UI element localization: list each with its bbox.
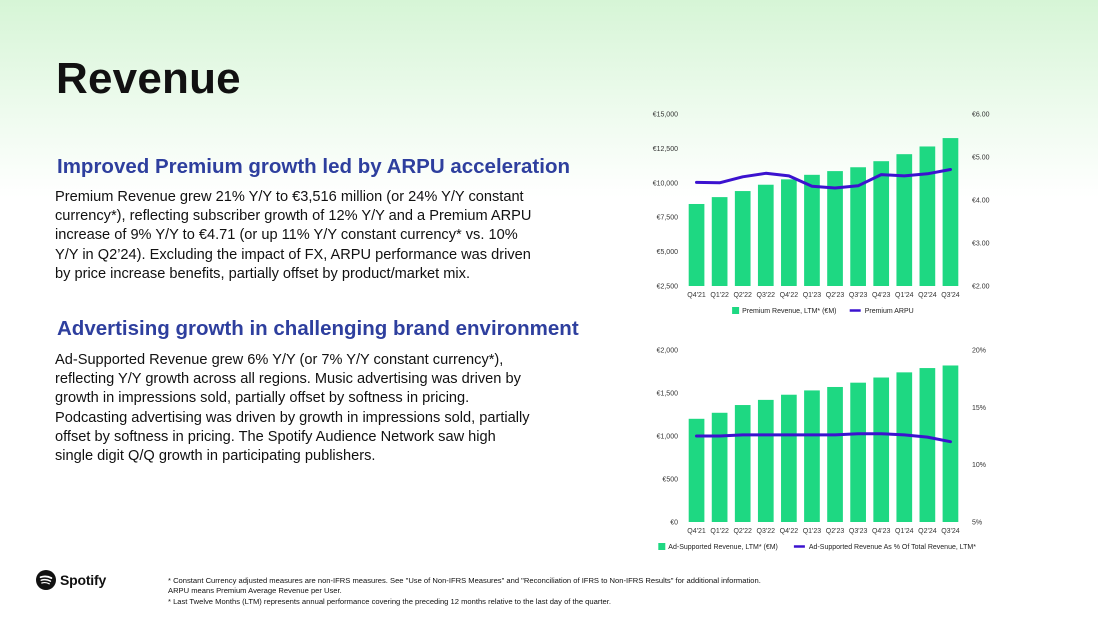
spotify-icon — [36, 570, 56, 590]
c2-line-series — [695, 432, 952, 444]
c1-legend: Premium Revenue, LTM* (€M) Premium ARPU — [732, 307, 914, 315]
c2-legend-bar-swatch — [658, 543, 666, 550]
c2-bar — [942, 365, 959, 522]
c2-x-axis-tick: Q2'23 — [826, 528, 845, 535]
c2-x-axis-tick: Q1'22 — [710, 528, 729, 535]
footnotes: * Constant Currency adjusted measures ar… — [168, 576, 761, 607]
c1-left-axis-tick: €7,500 — [657, 215, 679, 222]
c2-x-axis-tick: Q3'23 — [849, 528, 868, 535]
c1-x-axis-tick: Q3'24 — [941, 292, 960, 299]
c1-right-axis-tick: €3.00 — [972, 241, 990, 248]
c2-x-axis-tick: Q3'24 — [941, 528, 960, 535]
c1-bar — [804, 174, 820, 286]
c1-legend-bar-label: Premium Revenue, LTM* (€M) — [742, 308, 836, 315]
c1-bar — [781, 179, 797, 286]
c1-bar — [919, 146, 936, 286]
c1-left-axis-tick: €15,000 — [653, 112, 678, 119]
c1-x-axis-tick: Q4'22 — [780, 292, 799, 299]
c1-x-axis-tick: Q1'24 — [895, 292, 914, 299]
c2-bar — [757, 399, 774, 522]
c2-x-axis-tick: Q3'22 — [757, 528, 776, 535]
c1-left-axis-tick: €12,500 — [653, 146, 678, 153]
c2-bar — [781, 394, 797, 522]
c2-right-axis-tick: 15% — [972, 405, 986, 412]
c1-left-axis-tick: €5,000 — [657, 249, 679, 256]
c1-x-axis-tick: Q3'22 — [757, 292, 776, 299]
c1-x-axis-tick: Q1'23 — [803, 292, 822, 299]
c1-bar — [896, 154, 913, 286]
c1-legend-bar-swatch — [732, 307, 740, 314]
c1-left-axis-tick: €2,500 — [657, 284, 679, 291]
c2-right-axis-tick: 5% — [972, 520, 982, 527]
c2-x-axis-tick: Q1'23 — [803, 528, 822, 535]
c2-bar — [896, 372, 913, 522]
c1-left-axis-tick: €10,000 — [653, 180, 678, 187]
c1-right-axis-tick: €6.00 — [972, 112, 990, 119]
c2-bar — [873, 377, 890, 522]
c2-bar — [688, 418, 705, 522]
footnote: * Constant Currency adjusted measures ar… — [168, 576, 761, 585]
c1-x-axis-tick: Q2'23 — [826, 292, 845, 299]
c2-legend-line-label: Ad-Supported Revenue As % Of Total Reven… — [809, 544, 976, 551]
c1-right-axis-tick: €4.00 — [972, 198, 990, 205]
c2-bar — [850, 382, 866, 522]
c2-bar — [804, 390, 820, 522]
c1-bar — [711, 197, 728, 286]
c1-bar — [850, 167, 866, 286]
section-heading-advertising: Advertising growth in challenging brand … — [57, 317, 579, 340]
c1-line-series — [695, 168, 952, 190]
spotify-logo: Spotify — [36, 570, 106, 590]
c1-bar — [827, 171, 843, 286]
logo-text: Spotify — [60, 572, 107, 588]
c1-x-axis-tick: Q2'22 — [733, 292, 752, 299]
c2-right-axis-tick: 10% — [972, 462, 986, 469]
c1-bar — [757, 184, 774, 286]
c1-bar — [942, 138, 959, 286]
c1-bar — [734, 191, 751, 286]
c2-left-axis-tick: €1,000 — [657, 434, 679, 441]
advertising-paragraph: Ad-Supported Revenue grew 6% Y/Y (or 7% … — [55, 352, 530, 465]
c1-bar — [688, 203, 705, 286]
c2-left-axis-tick: €0 — [670, 520, 678, 527]
c2-x-axis-tick: Q2'22 — [733, 528, 752, 535]
c2-x-axis-tick: Q4'23 — [872, 528, 891, 535]
c1-bar — [873, 161, 890, 286]
c1-x-axis-tick: Q1'22 — [710, 292, 729, 299]
footnote: * Last Twelve Months (LTM) represents an… — [168, 596, 611, 606]
c2-bar — [734, 405, 751, 522]
c1-legend-line-label: Premium ARPU — [865, 308, 914, 315]
section-heading-premium: Improved Premium growth led by ARPU acce… — [57, 155, 571, 178]
c2-legend: Ad-Supported Revenue, LTM* (€M) Ad-Suppor… — [658, 543, 976, 551]
premium-revenue-chart: €2,500 €5,000 €7,500 €10,000 €12,500 €15,000 €… — [653, 112, 990, 316]
c1-x-axis-tick: Q3'23 — [849, 292, 868, 299]
c1-x-axis-tick: Q4'23 — [872, 292, 891, 299]
ad-supported-revenue-chart: €0 €500 €1,000 €1,500 €2,000 5% 10% 15% 20% Q4'21… — [657, 348, 986, 552]
c2-x-axis-tick: Q4'22 — [780, 528, 799, 535]
c2-x-axis-tick: Q4'21 — [687, 528, 706, 535]
c1-x-axis-tick: Q2'24 — [918, 292, 937, 299]
c2-x-axis-tick: Q2'24 — [918, 528, 937, 535]
c2-bar — [711, 412, 728, 522]
premium-paragraph: Premium Revenue grew 21% Y/Y to €3,516 m… — [55, 189, 532, 282]
page-title: Revenue — [56, 54, 241, 103]
c1-x-axis-tick: Q4'21 — [687, 292, 706, 299]
c2-x-axis-tick: Q1'24 — [895, 528, 914, 535]
c2-bar — [827, 386, 843, 522]
c2-bar — [919, 368, 936, 522]
c1-right-axis-tick: €2.00 — [972, 284, 990, 291]
c2-left-axis-tick: €1,500 — [657, 391, 679, 398]
c2-left-axis-tick: €2,000 — [657, 348, 679, 355]
c1-right-axis-tick: €5.00 — [972, 155, 990, 162]
c2-left-axis-tick: €500 — [662, 477, 678, 484]
c2-legend-bar-label: Ad-Supported Revenue, LTM* (€M) — [668, 544, 778, 551]
c2-right-axis-tick: 20% — [972, 348, 986, 355]
footnote: ARPU means Premium Average Revenue per U… — [168, 586, 342, 596]
